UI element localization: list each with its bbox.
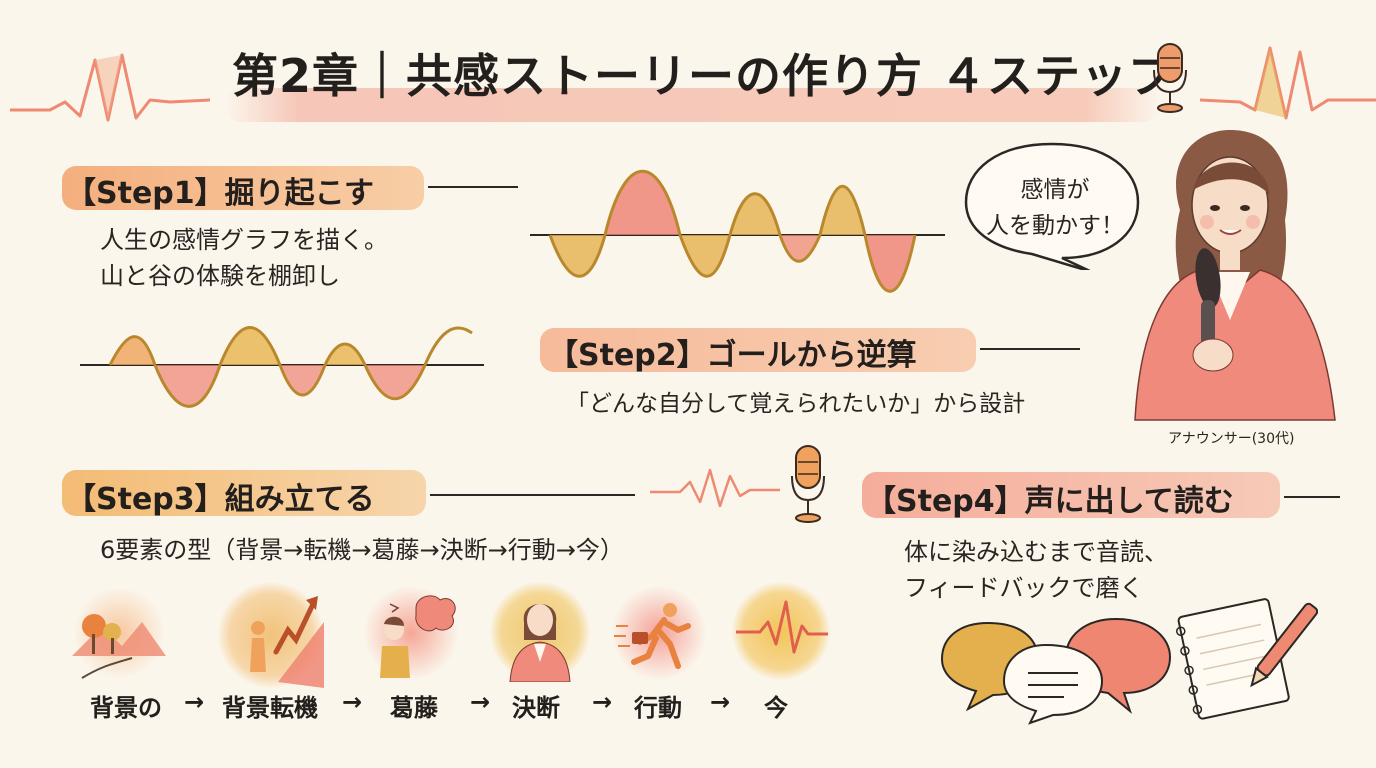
step3-highlight: [62, 470, 426, 516]
flow-arrow: →: [592, 688, 613, 716]
step2-heading: 【Step2】ゴールから逆算: [548, 338, 917, 373]
conflict-icon: [364, 586, 458, 680]
landscape-icon: [72, 586, 166, 680]
flow-item-action-label: 行動: [634, 694, 682, 722]
title-highlight: [225, 88, 1160, 122]
header-pulse-left-icon: [10, 53, 210, 122]
step1-body-line2: 山と谷の体験を棚卸し: [100, 262, 340, 290]
pulse-icon: [732, 582, 830, 680]
microphone-icon: [1153, 43, 1187, 113]
step3-body: 6要素の型（背景→転機→葛藤→決断→行動→今）: [100, 536, 624, 564]
step4-highlight: [862, 472, 1280, 518]
presenter-caption: アナウンサー(30代): [1168, 431, 1295, 447]
emotion-wave-large-icon: [530, 170, 945, 293]
notebook-pen-icon: [1176, 598, 1318, 720]
running-icon: [612, 586, 706, 680]
step3-microphone-icon: [791, 445, 825, 523]
speech-bubble-line2: 人を動かす！: [986, 213, 1124, 239]
flow-item-turning-point-label: 背景転機: [222, 694, 318, 722]
speech-bubble-line1: 感情が: [1020, 177, 1090, 203]
step4-heading: 【Step4】声に出して読む: [866, 484, 1234, 519]
presenter-illustration: [1134, 130, 1336, 421]
flow-arrow: →: [184, 688, 205, 716]
step3-heading: 【Step3】組み立てる: [66, 482, 375, 517]
step4-rule: [1284, 496, 1340, 498]
step2-highlight: [540, 328, 976, 372]
flow-item-conflict-label: 葛藤: [390, 694, 438, 722]
speech-bubble: [964, 142, 1140, 270]
page-title: 第2章｜共感ストーリーの作り方 ４ステップ: [232, 49, 1176, 103]
flow-item-now-label: 今: [764, 694, 788, 722]
decision-icon: [490, 582, 590, 683]
step2-body: 「どんな自分して覚えられたいか」から設計: [566, 391, 1026, 417]
rising-arrow-icon: [218, 582, 324, 688]
step4-body-line1: 体に染み込むまで音読、: [904, 538, 1168, 566]
header-pulse-right-icon: [1200, 46, 1376, 120]
flow-item-background-label: 背景の: [90, 694, 162, 722]
flow-arrow: →: [470, 688, 491, 716]
step3-pulse-icon: [650, 468, 780, 508]
step3-rule: [430, 494, 635, 496]
flow-arrow: →: [710, 688, 731, 716]
flow-arrow: →: [342, 688, 363, 716]
step4-body-line2: フィードバックで磨く: [904, 574, 1144, 602]
chat-bubbles-icon: [940, 617, 1172, 725]
step1-rule: [428, 186, 518, 188]
step1-heading: 【Step1】掘り起こす: [66, 176, 375, 211]
flow-item-decision-label: 決断: [512, 694, 560, 722]
step2-rule: [980, 348, 1080, 350]
step1-highlight: [62, 166, 424, 210]
step1-body-line1: 人生の感情グラフを描く。: [100, 226, 388, 254]
emotion-wave-small-icon: [80, 326, 484, 408]
